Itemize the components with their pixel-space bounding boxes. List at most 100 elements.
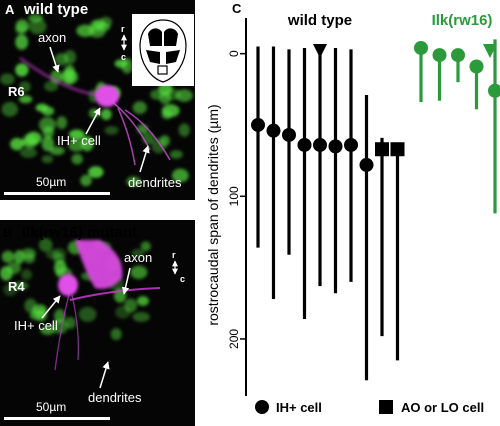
green-cell-blob bbox=[161, 109, 173, 120]
green-cell-blob bbox=[130, 265, 148, 279]
soma-circle-marker bbox=[488, 83, 500, 98]
panel-a-scale-label: 50µm bbox=[36, 175, 66, 189]
green-cell-blob bbox=[52, 319, 68, 334]
green-cell-blob bbox=[151, 138, 166, 154]
panel-b-scale-bar bbox=[4, 417, 110, 420]
panel-a-axon-label: axon bbox=[38, 30, 66, 45]
panel-a-cell-label: IH+ cell bbox=[57, 133, 101, 148]
green-cell-blob bbox=[104, 125, 119, 135]
green-cell-blob bbox=[110, 328, 122, 341]
green-cell-blob bbox=[15, 34, 29, 50]
soma-circle-marker bbox=[344, 137, 358, 152]
green-cell-blob bbox=[88, 166, 104, 178]
green-cell-blob bbox=[21, 248, 36, 259]
green-cell-blob bbox=[1, 250, 15, 263]
legend-circle-label: IH+ cell bbox=[276, 400, 322, 415]
green-cell-blob bbox=[44, 81, 59, 92]
y-tick-label: 100 bbox=[227, 186, 241, 206]
soma-circle-marker bbox=[313, 137, 327, 152]
green-cell-blob bbox=[68, 139, 85, 152]
panel-a-region-label: R6 bbox=[8, 84, 25, 99]
green-cell-blob bbox=[45, 249, 62, 260]
group-labels: wild type Ilk(rw16) bbox=[287, 12, 497, 58]
panel-b-orientation-indicator: r c bbox=[172, 250, 185, 284]
green-cell-blob bbox=[80, 174, 92, 187]
green-cell-blob bbox=[178, 123, 190, 137]
soma-square-marker bbox=[375, 142, 389, 157]
y-axis-title: rostrocaudal span of dendrites (µm) bbox=[205, 104, 221, 325]
green-cell-blob bbox=[78, 306, 97, 322]
soma-circle-marker bbox=[297, 137, 312, 152]
green-cell-blob bbox=[56, 116, 68, 130]
caudal-label-a: c bbox=[121, 52, 126, 62]
green-cell-blob bbox=[15, 24, 27, 35]
green-cell-blob bbox=[41, 136, 55, 152]
chart-marks bbox=[251, 39, 500, 381]
legend-square-label: AO or LO cell bbox=[401, 400, 484, 415]
brain-schematic-inset bbox=[132, 14, 194, 86]
green-cell-blob bbox=[96, 22, 111, 32]
soma-circle-marker bbox=[451, 48, 465, 63]
soma-circle-marker bbox=[469, 59, 484, 74]
soma-circle-marker bbox=[414, 40, 428, 55]
panel-b-magenta-neuron bbox=[54, 240, 161, 371]
panel-a: A wild type r c axon R6 IH+ cell dendrit… bbox=[0, 0, 195, 200]
green-cell-blob bbox=[169, 150, 183, 159]
legend-square-marker bbox=[379, 400, 393, 414]
green-cell-blob bbox=[163, 88, 181, 101]
panel-b-title: Ilk(rw16) mutant bbox=[22, 224, 137, 241]
green-cell-blob bbox=[18, 95, 33, 104]
panel-b-cell-label: IH+ cell bbox=[14, 318, 58, 333]
panel-a-dendrites-label: dendrites bbox=[128, 175, 182, 190]
panel-b-axon-label: axon bbox=[124, 250, 152, 265]
y-tick-label: 200 bbox=[227, 329, 241, 349]
y-tick-label: 0 bbox=[227, 50, 241, 57]
green-cell-blob bbox=[28, 18, 47, 35]
soma-circle-marker bbox=[266, 123, 281, 138]
green-cell-blob bbox=[35, 103, 49, 112]
green-cell-blob bbox=[140, 241, 151, 252]
green-cell-blob bbox=[19, 81, 31, 93]
green-cell-blob bbox=[22, 133, 38, 150]
panel-a-magenta-neuron bbox=[19, 57, 171, 166]
green-cell-blob bbox=[1, 101, 19, 117]
green-cell-blob bbox=[24, 298, 37, 313]
green-cell-blob bbox=[71, 153, 83, 165]
panel-a-scale-bar bbox=[4, 192, 110, 195]
green-cell-blob bbox=[54, 309, 66, 324]
green-cell-blob bbox=[132, 312, 150, 322]
green-cell-blob bbox=[115, 305, 131, 319]
group-label: wild type bbox=[287, 12, 352, 29]
green-cell-blob bbox=[137, 296, 149, 306]
soma-circle-marker bbox=[432, 48, 447, 63]
green-cell-blob bbox=[126, 176, 141, 187]
green-cell-blob bbox=[40, 325, 56, 335]
soma-circle-marker bbox=[328, 139, 343, 154]
green-cell-blob bbox=[54, 53, 69, 66]
green-cell-blob bbox=[131, 248, 145, 258]
green-cell-blob bbox=[132, 101, 147, 114]
rostral-label-a: r bbox=[121, 24, 125, 34]
soma-square-marker bbox=[390, 142, 405, 157]
green-cell-blob bbox=[41, 155, 54, 164]
caudal-label-b: c bbox=[180, 274, 185, 284]
panel-c: C rostrocaudal span of dendrites (µm) 0 1… bbox=[205, 1, 500, 415]
green-cell-blob bbox=[3, 283, 17, 296]
green-cell-blob bbox=[100, 108, 112, 120]
chart-legend: IH+ cell AO or LO cell bbox=[255, 400, 484, 415]
green-cell-blob bbox=[15, 63, 29, 77]
green-cell-blob bbox=[0, 266, 13, 281]
green-cell-blob bbox=[49, 146, 65, 156]
legend-circle-marker bbox=[255, 400, 269, 414]
green-cell-blob bbox=[21, 269, 33, 280]
panel-b-letter: B bbox=[3, 225, 12, 240]
green-cell-blob bbox=[68, 129, 85, 140]
green-cell-blob bbox=[10, 137, 24, 151]
soma-circle-marker bbox=[251, 117, 265, 132]
panel-b-dendrites-label: dendrites bbox=[88, 390, 142, 405]
panel-b-scale-label: 50µm bbox=[36, 400, 66, 414]
green-cell-blob bbox=[38, 117, 56, 133]
soma-circle-marker bbox=[359, 157, 374, 172]
green-cell-blob bbox=[0, 73, 15, 85]
